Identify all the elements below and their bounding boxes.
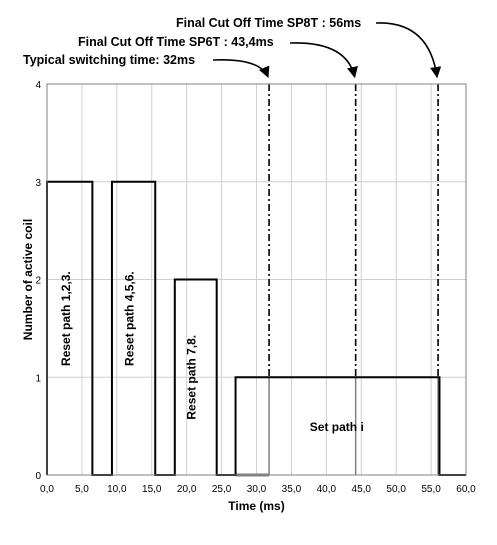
y-tick-label: 0: [35, 471, 41, 482]
tick-labels: 0,0 5,0 10,0 15,0 20,0 25,0 30,0 35,0 40,0 45,0 50…: [35, 80, 476, 495]
annotation-arrow: [289, 42, 358, 79]
x-tick-label: 0,0: [40, 484, 54, 495]
annotation-text: Final Cut Off Time SP6T : 43,4ms: [78, 35, 274, 49]
x-tick-label: 30,0: [247, 484, 267, 495]
annotation-text: Typical switching time: 32ms: [23, 53, 195, 67]
grid: [46, 83, 467, 476]
x-tick-label: 40,0: [317, 484, 337, 495]
x-tick-label: 5,0: [75, 484, 89, 495]
segment-label: Set path i: [310, 420, 364, 434]
x-tick-label: 55,0: [421, 484, 441, 495]
segment-labels: Reset path 1,2,3. Reset path 4,5,6. Reset …: [59, 271, 364, 434]
segment-label: Reset path 7,8.: [185, 335, 199, 420]
annotation-text: Final Cut Off Time SP8T : 56ms: [176, 16, 361, 30]
x-tick-label: 15,0: [142, 484, 162, 495]
x-tick-label: 25,0: [212, 484, 232, 495]
x-tick-label: 10,0: [107, 484, 127, 495]
y-tick-label: 4: [35, 80, 41, 91]
segment-label: Reset path 1,2,3.: [59, 271, 73, 366]
annotations: Final Cut Off Time SP8T : 56ms Final Cut …: [23, 16, 442, 79]
x-tick-label: 50,0: [386, 484, 406, 495]
plot-frame: [46, 83, 467, 476]
y-tick-label: 3: [35, 178, 41, 189]
y-tick-label: 1: [35, 373, 41, 384]
y-axis-title: Number of active coil: [21, 219, 35, 340]
x-tick-label: 35,0: [282, 484, 302, 495]
x-tick-label: 45,0: [352, 484, 372, 495]
x-tick-label: 20,0: [177, 484, 197, 495]
annotation-arrow: [375, 22, 442, 79]
annotation-arrow: [212, 59, 270, 79]
x-axis-title: Time (ms): [228, 499, 284, 513]
segment-label: Reset path 4,5,6.: [123, 271, 137, 366]
x-tick-label: 60,0: [456, 484, 476, 495]
y-tick-label: 2: [35, 276, 41, 287]
